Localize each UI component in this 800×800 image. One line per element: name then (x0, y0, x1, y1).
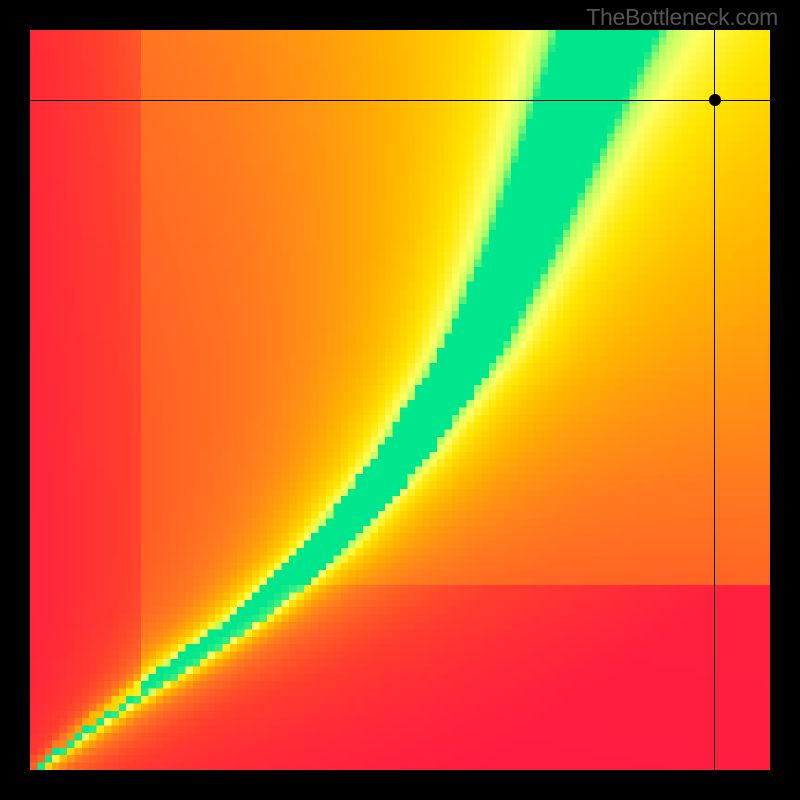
bottleneck-heatmap (30, 30, 770, 770)
crosshair-horizontal (30, 100, 770, 101)
watermark-text: TheBottleneck.com (586, 4, 778, 31)
crosshair-vertical (714, 30, 715, 770)
crosshair-point (709, 94, 721, 106)
chart-container: { "watermark": { "text": "TheBottleneck.… (0, 0, 800, 800)
